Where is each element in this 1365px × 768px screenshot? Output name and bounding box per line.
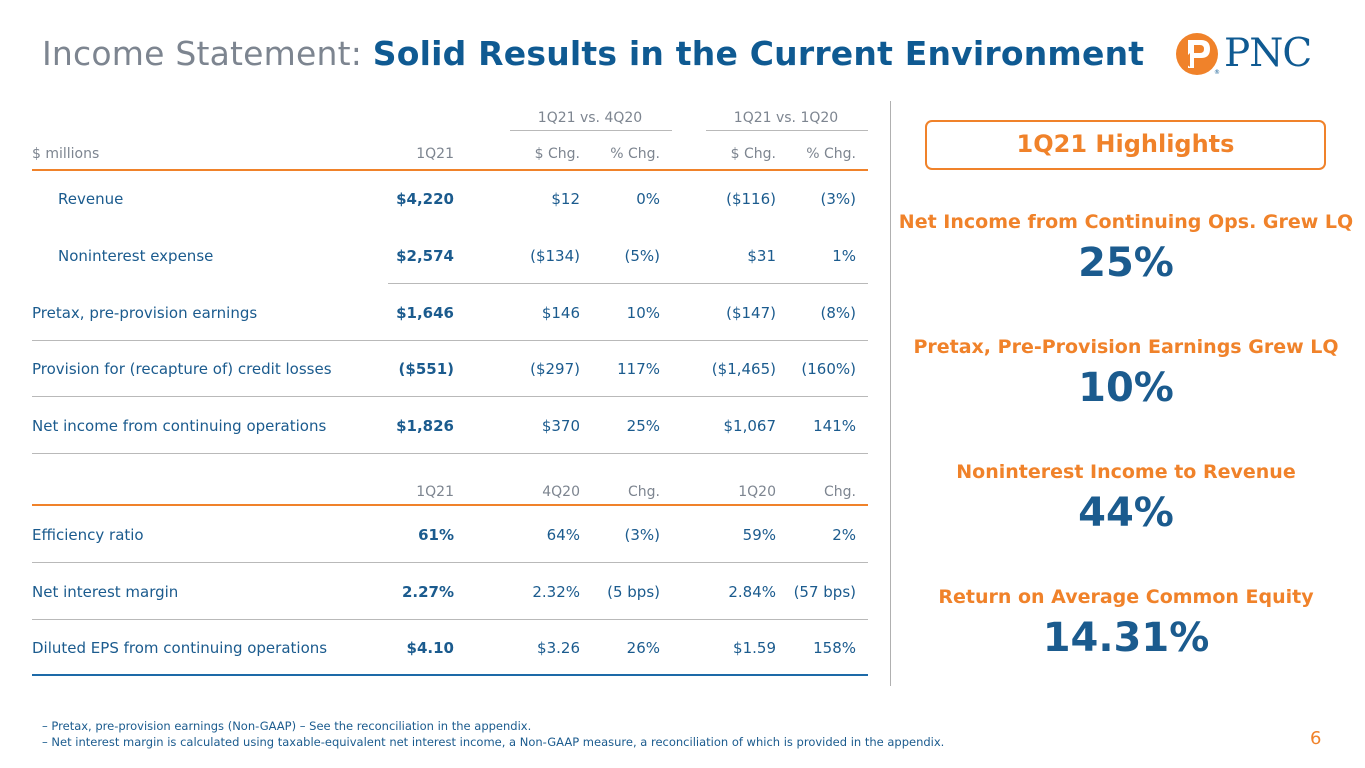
footnote-1: – Pretax, pre-provision earnings (Non-GA… xyxy=(42,719,532,733)
col-header-ly-pct: % Chg. xyxy=(806,146,856,162)
row-ppnr-ly-pct: (8%) xyxy=(820,304,856,322)
col-header-1q21: 1Q21 xyxy=(416,146,454,162)
row-nonint-expense-label: Noninterest expense xyxy=(58,247,214,265)
registered-mark: ® xyxy=(1214,69,1220,76)
row-eps-1q21: $4.10 xyxy=(406,639,454,657)
row-eps-label: Diluted EPS from continuing operations xyxy=(32,639,328,657)
col2-header-1q21: 1Q21 xyxy=(416,484,454,500)
row-net-income-ly-dollar: $1,067 xyxy=(723,417,777,435)
row-ppnr-ly-dollar: ($147) xyxy=(726,304,776,322)
group-header-lq: 1Q21 vs. 4Q20 xyxy=(537,110,643,126)
col2-header-1q20: 1Q20 xyxy=(738,484,776,500)
row-provision-ly-pct: (160%) xyxy=(801,360,856,378)
pnc-logo: PNC ® xyxy=(1174,31,1330,79)
row-net-income-1q21: $1,826 xyxy=(396,417,454,435)
row-revenue-lq-dollar: $12 xyxy=(551,190,580,208)
col-header-ly-dollar: $ Chg. xyxy=(730,146,776,162)
col2-header-ly-chg: Chg. xyxy=(824,484,856,500)
highlight-3-value: 44% xyxy=(1078,490,1174,536)
highlights-title: 1Q21 Highlights xyxy=(925,120,1326,170)
pnc-logo-icon xyxy=(1176,33,1218,75)
row-nim-1q20: 2.84% xyxy=(728,583,776,601)
col2-header-4q20: 4Q20 xyxy=(542,484,580,500)
row-nonint-expense-lq-pct: (5%) xyxy=(624,247,660,265)
col-header-lq-dollar: $ Chg. xyxy=(534,146,580,162)
col-header-lq-pct: % Chg. xyxy=(610,146,660,162)
footnote-2: – Net interest margin is calculated usin… xyxy=(42,735,945,749)
group-header-ly-rule xyxy=(706,130,868,131)
row-nonint-expense-ly-pct: 1% xyxy=(832,247,856,265)
row-ppnr-1q21: $1,646 xyxy=(396,304,454,322)
row-efficiency-label: Efficiency ratio xyxy=(32,526,144,544)
row-ppnr-lq-dollar: $146 xyxy=(541,304,580,322)
row-eps-ly-chg: 158% xyxy=(813,639,856,657)
row-provision-1q21: ($551) xyxy=(398,360,454,378)
highlight-1-label: Net Income from Continuing Ops. Grew LQ xyxy=(898,211,1354,233)
income-statement-table: 1Q21 vs. 4Q20 1Q21 vs. 1Q20 $ millions 1… xyxy=(32,0,868,700)
page-number: 6 xyxy=(1310,728,1322,749)
row-rule xyxy=(32,453,868,454)
row-revenue-lq-pct: 0% xyxy=(636,190,660,208)
slide-title: Income Statement: Solid Results in the C… xyxy=(42,34,1144,73)
row-ppnr-lq-pct: 10% xyxy=(626,304,660,322)
row-net-income-label: Net income from continuing operations xyxy=(32,417,327,435)
row-rule xyxy=(32,562,868,563)
group-header-lq-rule xyxy=(510,130,672,131)
table-bottom-rule xyxy=(32,674,868,676)
row-provision-ly-dollar: ($1,465) xyxy=(711,360,776,378)
row-ppnr-label: Pretax, pre-provision earnings xyxy=(32,304,258,322)
row-provision-lq-pct: 117% xyxy=(617,360,660,378)
row-rule xyxy=(32,619,868,620)
row-nonint-expense-ly-dollar: $31 xyxy=(747,247,776,265)
row-nim-1q21: 2.27% xyxy=(401,583,454,601)
row-efficiency-4q20: 64% xyxy=(546,526,580,544)
title-main: Solid Results in the Current Environment xyxy=(372,34,1145,73)
highlight-1-value: 25% xyxy=(1078,240,1174,286)
header2-rule xyxy=(32,504,868,506)
row-provision-lq-dollar: ($297) xyxy=(530,360,580,378)
row-revenue-1q21: $4,220 xyxy=(396,190,454,208)
row-rule xyxy=(32,340,868,341)
highlight-4-value: 14.31% xyxy=(1042,615,1210,661)
pnc-wordmark: PNC xyxy=(1224,31,1312,76)
row-efficiency-1q20: 59% xyxy=(742,526,776,544)
subtotal-rule xyxy=(388,283,868,284)
highlight-3-label: Noninterest Income to Revenue xyxy=(956,461,1296,483)
row-nonint-expense-1q21: $2,574 xyxy=(396,247,454,265)
vertical-divider xyxy=(890,101,891,686)
row-efficiency-1q21: 61% xyxy=(418,526,454,544)
row-nim-4q20: 2.32% xyxy=(532,583,580,601)
row-nonint-expense-lq-dollar: ($134) xyxy=(530,247,580,265)
row-provision-label: Provision for (recapture of) credit loss… xyxy=(32,360,332,378)
row-revenue-ly-dollar: ($116) xyxy=(726,190,776,208)
highlight-2-label: Pretax, Pre-Provision Earnings Grew LQ xyxy=(913,336,1339,358)
row-efficiency-lq-chg: (3%) xyxy=(624,526,660,544)
row-eps-lq-chg: 26% xyxy=(626,639,660,657)
row-net-income-lq-dollar: $370 xyxy=(541,417,580,435)
row-nim-ly-chg: (57 bps) xyxy=(793,583,856,601)
row-net-income-lq-pct: 25% xyxy=(626,417,660,435)
highlight-2-value: 10% xyxy=(1078,365,1174,411)
row-revenue-label: Revenue xyxy=(58,190,124,208)
highlight-4-label: Return on Average Common Equity xyxy=(938,586,1314,608)
row-net-income-ly-pct: 141% xyxy=(813,417,856,435)
group-header-ly: 1Q21 vs. 1Q20 xyxy=(733,110,839,126)
col-header-label: $ millions xyxy=(32,146,100,162)
row-nim-lq-chg: (5 bps) xyxy=(607,583,660,601)
row-eps-1q20: $1.59 xyxy=(733,639,776,657)
row-rule xyxy=(32,396,868,397)
title-prefix: Income Statement: xyxy=(42,34,373,73)
col2-header-lq-chg: Chg. xyxy=(628,484,660,500)
row-nim-label: Net interest margin xyxy=(32,583,179,601)
row-efficiency-ly-chg: 2% xyxy=(832,526,856,544)
header-rule xyxy=(32,169,868,171)
row-revenue-ly-pct: (3%) xyxy=(820,190,856,208)
row-eps-4q20: $3.26 xyxy=(537,639,580,657)
